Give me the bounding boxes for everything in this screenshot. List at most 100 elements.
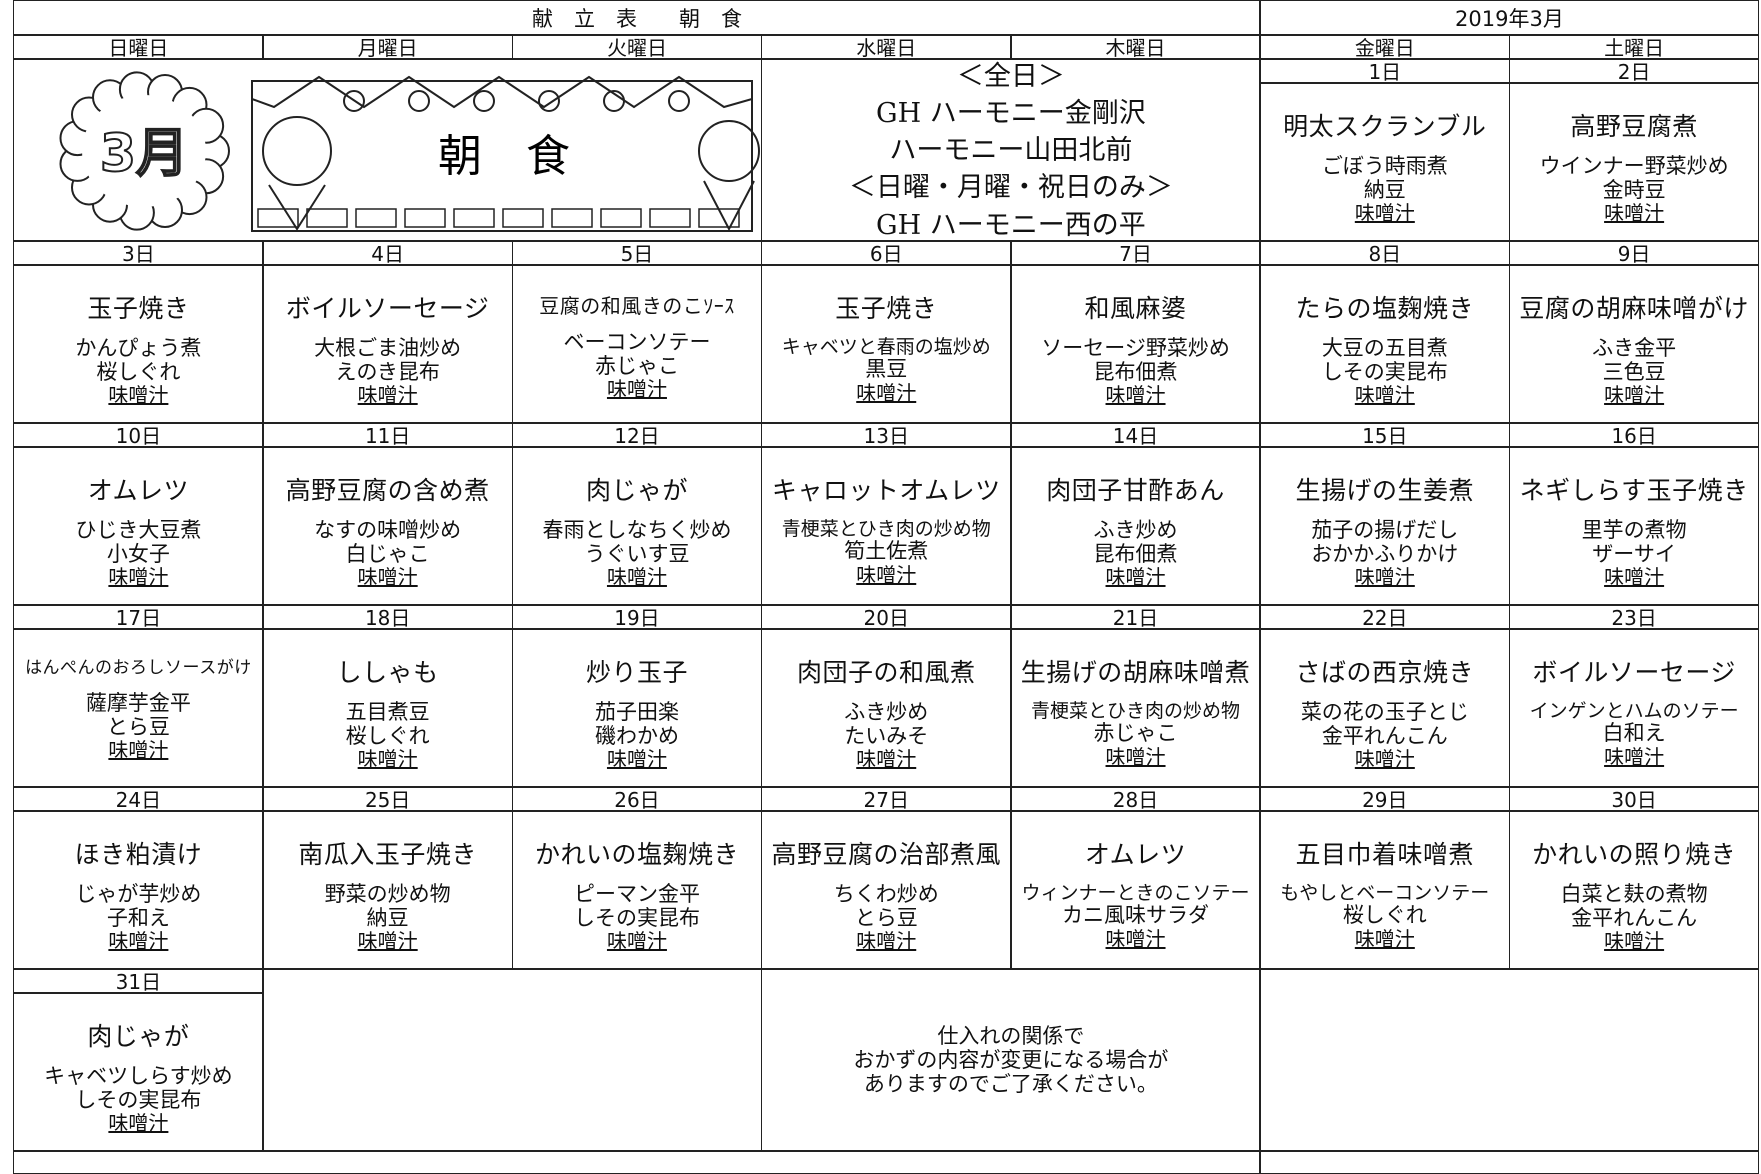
note: 仕入れの関係で おかずの内容が変更になる場合が ありますのでご了承ください。 [760, 968, 1261, 1152]
notice-line: GH ハーモニー西の平 [876, 209, 1146, 241]
side-dish: ごぼう時雨煮 [1321, 154, 1448, 178]
day-menu: たらの塩麹焼き 大豆の五目煮 しその実昆布 味噌汁 [1259, 264, 1511, 424]
side-dish: 味噌汁 [1604, 565, 1665, 590]
side-dish: 味噌汁 [1105, 565, 1166, 590]
side-dish: 味噌汁 [108, 565, 169, 590]
weekday: 火曜日 [511, 34, 763, 60]
day-menu: ボイルソーセージ 大根ごま油炒め えのき昆布 味噌汁 [262, 264, 514, 424]
date: 17日 [13, 604, 264, 630]
main-dish: 高野豆腐の含め煮 [285, 476, 490, 505]
day-menu: ししゃも 五目煮豆 桜しぐれ 味噌汁 [262, 628, 514, 788]
date: 19日 [511, 604, 763, 630]
side-dish: 赤じゃこ [594, 353, 679, 378]
main-dish: かれいの照り焼き [1532, 840, 1737, 869]
date: 29日 [1259, 786, 1511, 812]
date: 15日 [1259, 422, 1511, 448]
month: 2019年3月 [1259, 0, 1760, 36]
side-dish: 味噌汁 [108, 383, 169, 408]
day-menu: ほき粕漬け じゃが芋炒め 子和え 味噌汁 [13, 810, 264, 970]
side-dish: 金時豆 [1602, 177, 1666, 202]
date: 26日 [511, 786, 763, 812]
day-menu: 南瓜入玉子焼き 野菜の炒め物 納豆 味噌汁 [262, 810, 514, 970]
side-dish: 味噌汁 [108, 929, 169, 954]
side-dish: カニ風味サラダ [1062, 903, 1210, 928]
day-menu: オムレツ ウィンナーときのこソテー カニ風味サラダ 味噌汁 [1010, 810, 1261, 970]
side-dish: しその実昆布 [573, 905, 700, 930]
side-dish: ウインナー野菜炒め [1539, 154, 1729, 178]
date: 30日 [1508, 786, 1760, 812]
side-dish: ひじき大豆煮 [75, 518, 202, 542]
side-dish: 茄子の揚げだし [1311, 518, 1459, 542]
side-dish: 味噌汁 [1604, 744, 1665, 769]
main-dish: 豆腐の和風きのこｿｰｽ [539, 294, 735, 318]
day-menu: 豆腐の胡麻味噌がけ ふき金平 三色豆 味噌汁 [1508, 264, 1760, 424]
side-dish: 味噌汁 [606, 377, 667, 402]
side-dish: 筍土佐煮 [844, 539, 929, 564]
side-dish: 桜しぐれ [96, 359, 181, 384]
side-dish: 味噌汁 [606, 565, 667, 590]
date: 28日 [1010, 786, 1261, 812]
banner-meal: 朝 食 [438, 131, 570, 182]
main-dish: はんぺんのおろしソースがけ [25, 658, 252, 678]
date: 7日 [1010, 240, 1261, 266]
side-dish: 味噌汁 [856, 380, 917, 405]
side-dish: 黒豆 [865, 357, 908, 382]
main-dish: ネギしらす玉子焼き [1519, 476, 1749, 505]
main-dish: 肉じゃが [87, 1022, 190, 1051]
main-dish: 玉子焼き [835, 294, 938, 323]
side-dish: ピーマン金平 [573, 882, 700, 906]
side-dish: 味噌汁 [856, 747, 917, 772]
weekday: 水曜日 [760, 34, 1012, 60]
main-dish: 炒り玉子 [585, 658, 688, 687]
main-dish: たらの塩麹焼き [1295, 294, 1475, 323]
day-menu: はんぺんのおろしソースがけ 薩摩芋金平 とら豆 味噌汁 [13, 628, 264, 788]
side-dish: たいみそ [844, 723, 929, 748]
side-dish: ちくわ炒め [833, 882, 939, 906]
side-dish: 味噌汁 [1105, 744, 1166, 769]
date: 27日 [760, 786, 1012, 812]
date: 11日 [262, 422, 514, 448]
side-dish: 味噌汁 [1354, 565, 1415, 590]
title: 献 立 表 朝 食 [13, 0, 1261, 36]
main-dish: 高野豆腐の治部煮風 [771, 840, 1001, 869]
side-dish: 味噌汁 [1604, 201, 1665, 226]
day-menu: 豆腐の和風きのこｿｰｽ ベーコンソテー 赤じゃこ 味噌汁 [511, 264, 763, 424]
main-dish: 南瓜入玉子焼き [298, 840, 477, 869]
main-dish: オムレツ [87, 476, 190, 505]
weekday: 金曜日 [1259, 34, 1511, 60]
main-dish: ボイルソーセージ [285, 294, 490, 323]
side-dish: もやしとベーコンソテー [1280, 882, 1490, 904]
side-dish: 味噌汁 [357, 747, 418, 772]
side-dish: とら豆 [106, 714, 170, 739]
date: 13日 [760, 422, 1012, 448]
date: 14日 [1010, 422, 1261, 448]
side-dish: 白和え [1602, 721, 1666, 746]
side-dish: ふき金平 [1592, 336, 1677, 360]
side-dish: かんぴょう煮 [75, 336, 202, 360]
side-dish: 味噌汁 [1604, 929, 1665, 954]
side-dish: 三色豆 [1602, 359, 1666, 384]
main-dish: 生揚げの生姜煮 [1295, 476, 1475, 505]
main-dish: かれいの塩麹焼き [534, 840, 739, 869]
day-menu: 高野豆腐の治部煮風 ちくわ炒め とら豆 味噌汁 [760, 810, 1012, 970]
side-dish: しその実昆布 [75, 1087, 202, 1112]
side-dish: 春雨としなちく炒め [542, 518, 732, 542]
date: 12日 [511, 422, 763, 448]
side-dish: 味噌汁 [1354, 383, 1415, 408]
main-dish: 高野豆腐煮 [1570, 112, 1698, 141]
day-menu: 玉子焼き キャベツと春雨の塩炒め 黒豆 味噌汁 [760, 264, 1012, 424]
empty-cell [262, 968, 763, 1152]
day-menu: 明太スクランブル ごぼう時雨煮 納豆 味噌汁 [1259, 82, 1511, 242]
side-dish: インゲンとハムのソテー [1529, 700, 1739, 722]
date: 4日 [262, 240, 514, 266]
main-dish: 豆腐の胡麻味噌がけ [1519, 294, 1749, 323]
side-dish: キャベツしらす炒め [44, 1064, 233, 1088]
notice-line: ＜全日＞ [956, 60, 1065, 92]
main-dish: 肉団子甘酢あん [1046, 476, 1225, 505]
day-menu: さばの西京焼き 菜の花の玉子とじ 金平れんこん 味噌汁 [1259, 628, 1511, 788]
weekday: 月曜日 [262, 34, 514, 60]
notice-line: GH ハーモニー金剛沢 [876, 97, 1146, 129]
side-dish: 青梗菜とひき肉の炒め物 [781, 518, 991, 540]
day-menu: ネギしらす玉子焼き 里芋の煮物 ザーサイ 味噌汁 [1508, 446, 1760, 606]
side-dish: ウィンナーときのこソテー [1021, 882, 1250, 904]
